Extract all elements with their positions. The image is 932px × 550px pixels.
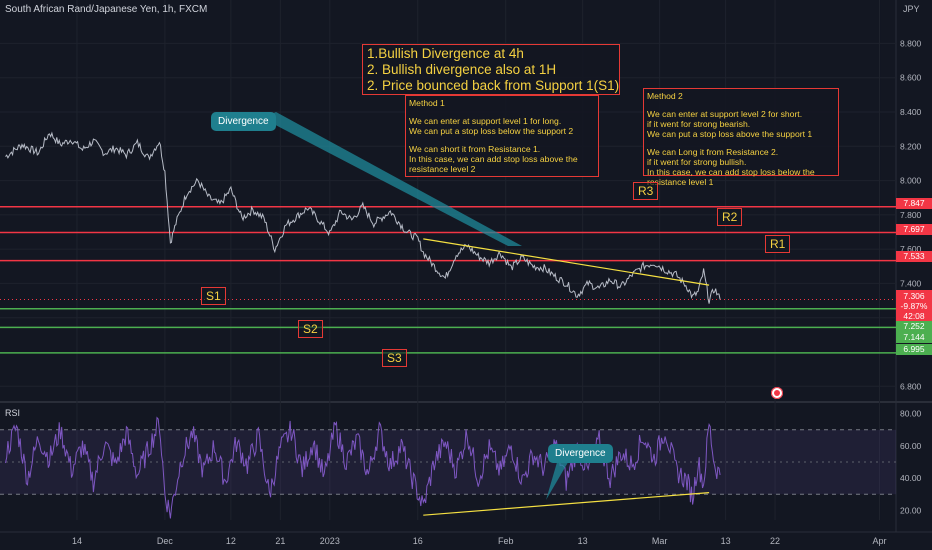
- price-tick-label: 7.800: [900, 210, 922, 220]
- method-1-note: Method 1 We can enter at support level 1…: [405, 95, 599, 177]
- price-tick-label: 8.200: [900, 141, 922, 151]
- divergence-pointer: [262, 112, 522, 246]
- price-tick-label: 7.400: [900, 278, 922, 288]
- bar-countdown: 42:08: [903, 311, 925, 321]
- price-tick-label: 8.600: [900, 73, 922, 83]
- rsi-tick-label: 80.00: [900, 409, 922, 419]
- note-line: In this case, we can add stop loss above…: [409, 154, 578, 164]
- price-tag-r2: 7.697: [896, 224, 932, 235]
- price-tag-s1: 7.252: [896, 321, 932, 332]
- rsi-tick-label: 40.00: [900, 473, 922, 483]
- note-line: resistance level 1: [647, 177, 714, 187]
- level-label-s1: S1: [201, 287, 226, 305]
- time-tick-label: Dec: [157, 536, 174, 546]
- divergence-callout: Divergence: [211, 112, 276, 131]
- level-label-s3: S3: [382, 349, 407, 367]
- level-label-r2: R2: [717, 208, 743, 226]
- rsi-divergence-pointer: [546, 452, 574, 500]
- time-tick-label: Apr: [873, 536, 887, 546]
- note-line: if it went for strong bearish.: [647, 119, 751, 129]
- note-line: In this case, we can add stop loss below…: [647, 167, 815, 177]
- note-line: We can short it from Resistance 1.: [409, 144, 541, 154]
- time-tick-label: 16: [413, 536, 423, 546]
- summary-line: 1.Bullish Divergence at 4h: [367, 46, 524, 61]
- summary-line: 2. Bullish divergence also at 1H: [367, 62, 557, 77]
- rsi-panel: [0, 416, 896, 519]
- price-tick-label: 8.000: [900, 176, 922, 186]
- price-tick-label: 6.800: [900, 381, 922, 391]
- time-tick-label: 21: [275, 536, 285, 546]
- alert-target-icon[interactable]: [771, 387, 783, 399]
- summary-line: 2. Price bounced back from Support 1(S1): [367, 78, 620, 93]
- levels: [0, 206, 896, 354]
- price-tag-s2: 7.144: [896, 332, 932, 343]
- price-tag-r3: 7.847: [896, 198, 932, 209]
- price-tick-label: 7.600: [900, 244, 922, 254]
- note-spacer: [409, 136, 595, 144]
- level-label-r3: R3: [633, 182, 659, 200]
- last-price-change: -9.87%: [900, 301, 928, 311]
- time-tick-label: 22: [770, 536, 780, 546]
- time-tick-label: 2023: [320, 536, 340, 546]
- level-label-s2: S2: [298, 320, 323, 338]
- chart-title: South African Rand/Japanese Yen, 1h, FXC…: [5, 4, 208, 15]
- price-tag-s3: 6.995: [896, 344, 932, 355]
- rsi-label: RSI: [5, 408, 21, 418]
- price-tick-label: 8.400: [900, 107, 922, 117]
- price-series-line: [5, 131, 721, 304]
- last-price-value: 7.306: [903, 291, 925, 301]
- price-trendline: [423, 238, 710, 286]
- price-tick-label: 8.800: [900, 38, 922, 48]
- note-spacer: [409, 108, 595, 116]
- method-2-note: Method 2 We can enter at support level 2…: [643, 88, 839, 187]
- time-tick-label: 12: [226, 536, 236, 546]
- time-tick-label: Mar: [652, 536, 668, 546]
- rsi-band: [0, 429, 896, 495]
- note-line: Method 1: [409, 98, 445, 108]
- note-line: We can enter at support level 1 for long…: [409, 116, 562, 126]
- summary-note: 1.Bullish Divergence at 4h 2. Bullish di…: [362, 44, 620, 95]
- price-tag-r1: 7.533: [896, 251, 932, 262]
- currency-label: JPY: [903, 4, 920, 14]
- note-line: We can put a stop loss above the support…: [647, 129, 813, 139]
- time-tick-label: Feb: [498, 536, 514, 546]
- note-line: Method 2: [647, 91, 683, 101]
- time-tick-label: 14: [72, 536, 82, 546]
- rsi-series-line: [5, 416, 721, 519]
- time-tick-label: 13: [721, 536, 731, 546]
- note-line: if it went for strong bullish.: [647, 157, 747, 167]
- annotations: [262, 112, 710, 286]
- note-line: We can enter at support level 2 for shor…: [647, 109, 803, 119]
- rsi-divergence-callout: Divergence: [548, 444, 613, 463]
- note-line: resistance level 2: [409, 164, 476, 174]
- rsi-trendline: [423, 492, 710, 516]
- note-spacer: [647, 101, 835, 109]
- rsi-tick-label: 60.00: [900, 441, 922, 451]
- note-line: We can Long it from Resistance 2.: [647, 147, 779, 157]
- last-price-tag: 7.306 -9.87% 42:08: [896, 290, 932, 322]
- note-spacer: [647, 139, 835, 147]
- time-tick-label: 13: [578, 536, 588, 546]
- rsi-tick-label: 20.00: [900, 505, 922, 515]
- level-label-r1: R1: [765, 235, 791, 253]
- note-line: We can put a stop loss below the support…: [409, 126, 574, 136]
